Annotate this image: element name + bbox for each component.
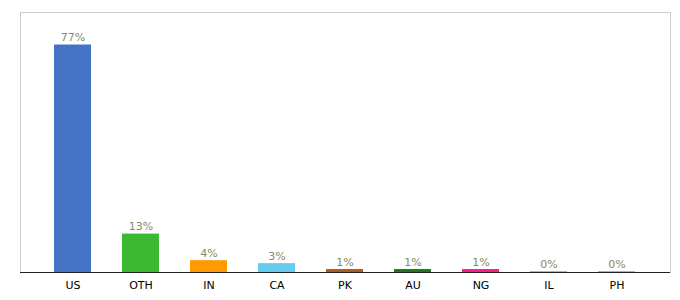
svg-text:0%: 0%	[608, 258, 625, 271]
svg-text:3%: 3%	[268, 250, 285, 263]
svg-text:CA: CA	[269, 279, 285, 292]
svg-text:77%: 77%	[61, 31, 85, 44]
svg-text:PK: PK	[338, 279, 353, 292]
svg-text:NG: NG	[473, 279, 490, 292]
svg-text:13%: 13%	[129, 220, 153, 233]
svg-text:1%: 1%	[404, 256, 421, 269]
svg-text:4%: 4%	[200, 247, 217, 260]
svg-text:1%: 1%	[336, 256, 353, 269]
svg-text:AU: AU	[405, 279, 421, 292]
svg-text:0%: 0%	[540, 258, 557, 271]
svg-text:IN: IN	[203, 279, 214, 292]
svg-text:OTH: OTH	[129, 279, 153, 292]
svg-text:PH: PH	[610, 279, 625, 292]
svg-text:US: US	[65, 279, 80, 292]
svg-text:1%: 1%	[472, 256, 489, 269]
svg-text:IL: IL	[544, 279, 554, 292]
